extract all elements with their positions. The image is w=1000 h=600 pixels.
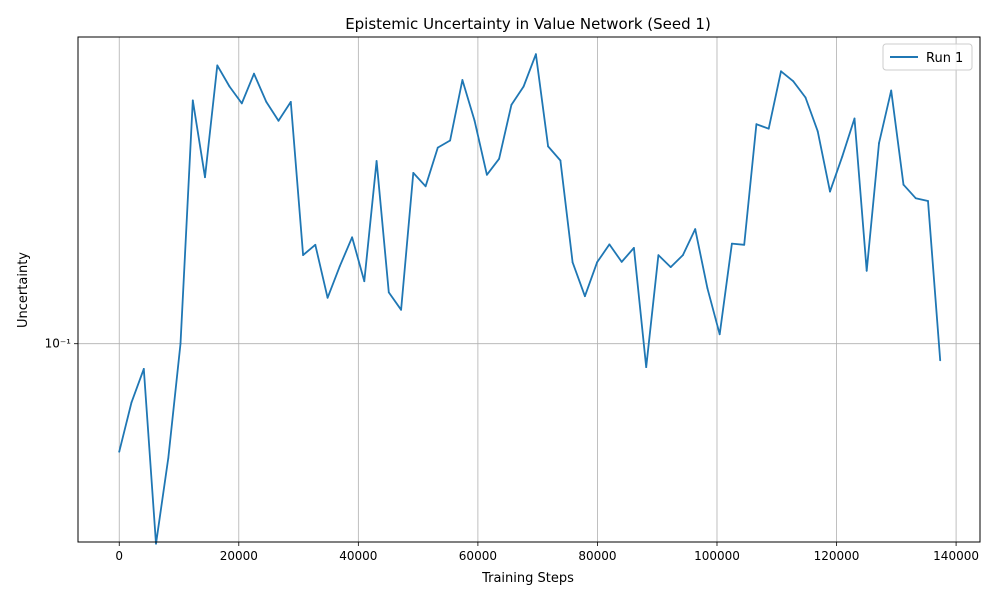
data-point	[731, 242, 733, 245]
data-point	[939, 359, 942, 362]
data-point	[890, 89, 893, 92]
data-point	[535, 53, 537, 56]
data-point	[436, 146, 439, 149]
series-group	[118, 53, 942, 545]
data-point	[387, 291, 390, 294]
data-point	[608, 243, 611, 246]
data-point	[816, 130, 819, 133]
grid-lines	[78, 37, 980, 542]
y-axis-ticks: 10⁻¹	[45, 337, 78, 351]
data-point	[718, 333, 721, 336]
data-point	[338, 265, 341, 268]
x-tick-label: 0	[115, 549, 123, 563]
y-tick-label: 10⁻¹	[45, 337, 72, 351]
data-point	[914, 197, 917, 200]
data-point	[559, 159, 562, 162]
data-point	[118, 450, 121, 453]
data-point	[682, 254, 684, 256]
data-point	[240, 102, 243, 105]
data-point	[314, 243, 317, 246]
data-point	[743, 243, 746, 246]
data-point	[265, 101, 268, 103]
data-point	[155, 542, 157, 545]
data-point	[780, 70, 782, 73]
legend-label-run-1: Run 1	[926, 51, 963, 66]
x-tick-label: 40000	[339, 549, 377, 563]
plot-frame	[77, 36, 981, 543]
data-point	[792, 80, 795, 83]
data-point	[351, 236, 353, 239]
data-point	[277, 119, 280, 122]
data-point	[657, 254, 660, 256]
data-point	[289, 101, 292, 103]
series-line-run-1	[118, 53, 942, 545]
data-point	[694, 228, 697, 231]
data-point	[633, 247, 635, 249]
data-point	[179, 342, 182, 345]
x-tick-label: 100000	[694, 549, 740, 563]
data-point	[191, 99, 194, 102]
data-point	[927, 200, 929, 202]
data-point	[853, 117, 856, 120]
data-point	[620, 261, 623, 263]
data-point	[755, 123, 758, 126]
x-tick-label: 20000	[220, 549, 258, 563]
data-point	[253, 72, 255, 75]
x-tick-label: 140000	[933, 549, 979, 563]
data-point	[706, 287, 709, 290]
x-axis-label: Training Steps	[481, 571, 574, 586]
data-point	[167, 457, 170, 459]
data-point	[412, 172, 415, 174]
data-point	[865, 269, 868, 272]
data-point	[571, 261, 574, 264]
data-point	[375, 160, 378, 162]
data-point	[584, 295, 586, 298]
data-point	[216, 64, 219, 67]
data-point	[302, 254, 304, 256]
x-tick-label: 80000	[578, 549, 616, 563]
legend-box	[882, 43, 973, 71]
data-point	[204, 176, 206, 179]
data-point	[400, 308, 402, 311]
data-point	[841, 155, 844, 158]
data-point	[829, 190, 831, 193]
data-point	[878, 142, 880, 145]
data-point	[142, 368, 145, 370]
data-point	[461, 79, 464, 81]
chart-title: Epistemic Uncertainty in Value Network (…	[345, 15, 711, 33]
data-point	[669, 266, 672, 268]
data-point	[228, 85, 231, 88]
x-tick-label: 60000	[459, 549, 497, 563]
data-point	[804, 96, 807, 99]
data-point	[596, 261, 598, 264]
data-point	[130, 401, 133, 404]
x-axis-ticks: 0 20000 40000 60000 80000 100000 120000 140000	[115, 542, 979, 563]
data-point	[902, 183, 905, 186]
data-point	[645, 366, 648, 368]
data-point	[363, 280, 366, 283]
data-point	[486, 173, 488, 176]
legend: Run 1	[882, 43, 973, 71]
data-point	[547, 145, 549, 148]
data-point	[510, 104, 513, 106]
data-point	[424, 185, 427, 188]
x-tick-label: 120000	[814, 549, 860, 563]
data-point	[326, 296, 329, 299]
data-point	[449, 139, 451, 142]
y-axis-label: Uncertainty	[16, 252, 31, 328]
data-point	[473, 119, 476, 122]
data-point	[522, 85, 525, 88]
data-point	[498, 157, 500, 160]
data-point	[767, 127, 770, 130]
